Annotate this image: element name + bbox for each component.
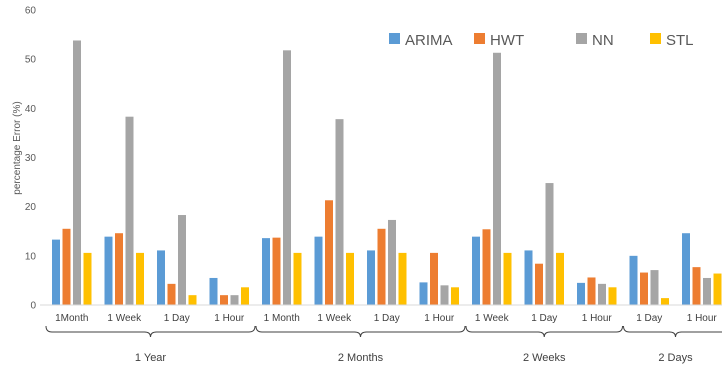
category-label: 1 Day — [374, 313, 400, 324]
legend-label-hwt: HWT — [490, 32, 524, 49]
group-label: 1 Year — [135, 352, 167, 364]
bar-hwt — [482, 229, 491, 305]
bar-nn — [598, 283, 606, 305]
legend-label-arima: ARIMA — [405, 32, 453, 49]
bar-arima — [209, 277, 218, 305]
bar-nn — [545, 183, 554, 305]
bar-stl — [83, 252, 92, 305]
bar-arima — [682, 233, 690, 305]
group-bracket — [45, 325, 256, 338]
bar-arima — [419, 282, 428, 305]
bar-stl — [346, 252, 354, 305]
bar-arima — [52, 239, 60, 305]
y-tick-label: 60 — [25, 6, 37, 17]
bar-nn — [178, 215, 186, 305]
category-label: 1 Day — [531, 313, 557, 324]
category-labels: 1Month 1 Week 1 Day 1 Hour 1 Month 1 Week 1 Da… — [55, 313, 717, 324]
bar-arima — [577, 282, 585, 305]
legend-label-nn: NN — [592, 32, 614, 49]
category-label: 1 Hour — [582, 313, 613, 324]
bar-stl — [713, 273, 722, 305]
category-label: 1 Hour — [424, 313, 455, 324]
legend-swatch-arima — [389, 33, 400, 44]
group-bracket — [465, 325, 623, 338]
bars — [52, 40, 722, 306]
bar-stl — [503, 252, 512, 305]
bar-nn — [493, 52, 501, 306]
y-tick-label: 50 — [25, 55, 37, 66]
group-bracket — [255, 325, 466, 338]
bar-hwt — [62, 228, 71, 305]
bar-hwt — [377, 228, 386, 305]
legend-swatch-hwt — [474, 33, 485, 44]
bar-hwt — [535, 263, 543, 305]
category-label: 1 Week — [475, 313, 510, 324]
bar-hwt — [587, 277, 596, 305]
group-bracket — [623, 325, 722, 338]
bar-hwt — [272, 237, 281, 305]
y-tick-label: 30 — [25, 153, 37, 164]
bar-hwt — [640, 272, 648, 305]
y-tick-label: 0 — [30, 301, 36, 312]
bar-stl — [188, 295, 197, 305]
category-label: 1 Week — [317, 313, 352, 324]
group-brackets: 1 Year 2 Months 2 Weeks 2 Days — [45, 325, 722, 364]
bar-arima — [629, 255, 638, 305]
legend: ARIMA HWT NN STL — [389, 32, 694, 49]
bar-nn — [230, 295, 239, 305]
bar-nn — [335, 119, 344, 306]
category-label: 1 Hour — [214, 313, 245, 324]
bar-arima — [367, 250, 375, 305]
bar-hwt — [167, 283, 176, 305]
bar-stl — [136, 252, 144, 305]
bar-arima — [524, 250, 533, 305]
group-label: 2 Days — [658, 352, 693, 364]
y-tick-label: 40 — [25, 104, 37, 115]
bar-arima — [262, 238, 270, 305]
legend-label-stl: STL — [666, 32, 694, 49]
y-axis: 0 10 20 30 40 50 60 — [25, 6, 37, 312]
bar-arima — [472, 236, 480, 305]
bar-stl — [608, 287, 617, 305]
y-axis-label: percentage Error (%) — [12, 101, 23, 194]
bar-arima — [157, 250, 165, 305]
bar-nn — [283, 50, 291, 305]
bar-hwt — [692, 267, 701, 305]
bar-hwt — [115, 233, 123, 305]
category-label: 1 Day — [636, 313, 662, 324]
bar-nn — [388, 219, 396, 305]
category-label: 1Month — [55, 313, 88, 324]
bar-nn — [440, 285, 449, 305]
bar-hwt — [325, 200, 333, 305]
legend-swatch-stl — [650, 33, 661, 44]
bar-stl — [451, 287, 459, 305]
y-tick-label: 20 — [25, 202, 37, 213]
category-label: 1 Hour — [687, 313, 718, 324]
category-label: 1 Day — [164, 313, 190, 324]
y-tick-label: 10 — [25, 251, 37, 262]
category-label: 1 Month — [264, 313, 300, 324]
bar-arima — [104, 236, 113, 305]
group-label: 2 Weeks — [523, 352, 566, 364]
bar-nn — [650, 270, 659, 305]
bar-nn — [125, 116, 134, 305]
bar-stl — [241, 287, 249, 305]
bar-stl — [556, 252, 564, 305]
bar-hwt — [430, 252, 438, 305]
bar-nn — [73, 40, 81, 305]
category-label: 1 Week — [107, 313, 142, 324]
bar-arima — [314, 236, 323, 305]
bar-nn — [703, 277, 711, 305]
bar-stl — [398, 252, 407, 305]
bar-stl — [661, 298, 669, 305]
group-label: 2 Months — [338, 352, 384, 364]
bar-hwt — [220, 295, 228, 305]
legend-swatch-nn — [576, 33, 587, 44]
bar-stl — [293, 252, 302, 305]
